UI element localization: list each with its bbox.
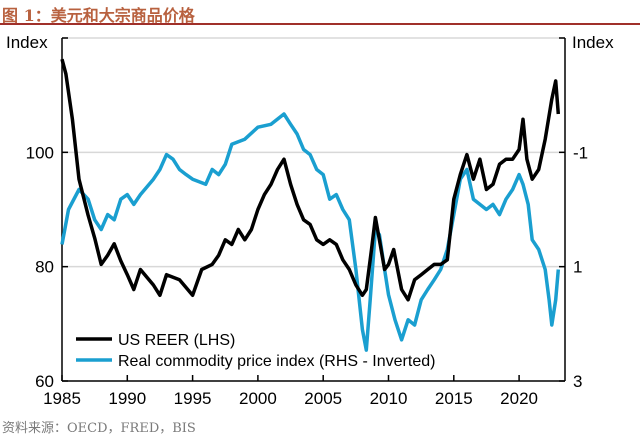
series-line-commodity — [60, 112, 561, 352]
x-tick-label: 2020 — [500, 389, 538, 408]
x-tick-label: 2000 — [239, 389, 277, 408]
series-line-us-reer — [60, 58, 561, 302]
left-tick-label: 60 — [35, 372, 54, 391]
right-tick-label: 3 — [573, 372, 582, 391]
x-tick-label: 1990 — [108, 389, 146, 408]
x-tick-label: 2010 — [370, 389, 408, 408]
legend-label: US REER (LHS) — [118, 332, 235, 349]
left-tick-label: 80 — [35, 258, 54, 277]
left-tick-label: 100 — [26, 143, 54, 162]
x-tick-label: 1985 — [43, 389, 81, 408]
figure-title: 图 1：美元和大宗商品价格 — [2, 6, 195, 25]
source-note: 资料来源：OECD，FRED，BIS — [2, 421, 196, 436]
right-tick-label: 1 — [573, 258, 582, 277]
x-tick-label: 2015 — [435, 389, 473, 408]
left-axis-label: Index — [6, 33, 48, 52]
legend-label: Real commodity price index (RHS - Invert… — [118, 353, 435, 370]
right-axis-label: Index — [572, 33, 614, 52]
right-tick-label: -1 — [573, 143, 588, 162]
x-tick-label: 1995 — [174, 389, 212, 408]
title-rule — [0, 23, 640, 25]
x-tick-label: 2005 — [304, 389, 342, 408]
